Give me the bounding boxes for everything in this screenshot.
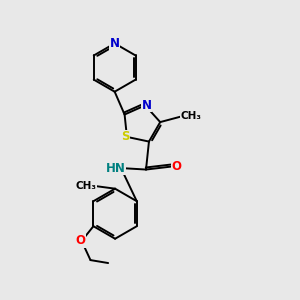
Text: N: N: [142, 99, 152, 112]
Text: CH₃: CH₃: [75, 181, 96, 191]
Text: S: S: [121, 130, 130, 143]
Text: N: N: [110, 37, 120, 50]
Text: CH₃: CH₃: [180, 111, 201, 121]
Text: O: O: [171, 160, 181, 173]
Text: O: O: [76, 234, 86, 248]
Text: HN: HN: [106, 162, 126, 175]
